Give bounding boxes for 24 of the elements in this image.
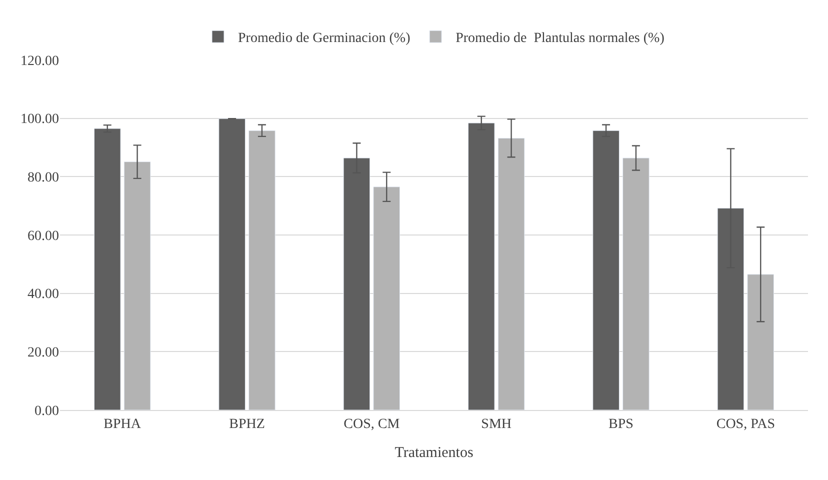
y-tick-label: 40.00	[28, 287, 59, 302]
bar	[622, 158, 650, 410]
y-tick-label: 20.00	[28, 346, 59, 361]
y-tick-label: 60.00	[28, 228, 59, 244]
y-tick-label: 80.00	[28, 170, 59, 186]
y-tick-label: 100.00	[20, 112, 59, 128]
x-axis-title: Tratamientos	[394, 444, 474, 461]
x-tick-label: SMH	[481, 416, 512, 432]
y-tick-label: 120.00	[20, 54, 59, 69]
x-tick-label: COS, PAS	[716, 416, 775, 432]
bar	[124, 162, 151, 410]
bar	[373, 186, 400, 410]
bar	[94, 128, 121, 410]
legend-label: Promedio de Germinacion (%)	[238, 31, 411, 46]
x-tick-label: BPHZ	[229, 416, 265, 432]
bar	[498, 138, 525, 410]
bar	[747, 274, 774, 410]
x-tick-label: BPHA	[104, 416, 142, 432]
y-tick-label: 0.00	[34, 404, 59, 419]
x-tick-label: COS, CM	[344, 416, 400, 432]
legend-label: Promedio de Plantulas normales (%)	[456, 31, 665, 46]
bar	[218, 118, 246, 410]
x-tick-label: BPS	[608, 416, 634, 432]
bar	[248, 130, 276, 410]
